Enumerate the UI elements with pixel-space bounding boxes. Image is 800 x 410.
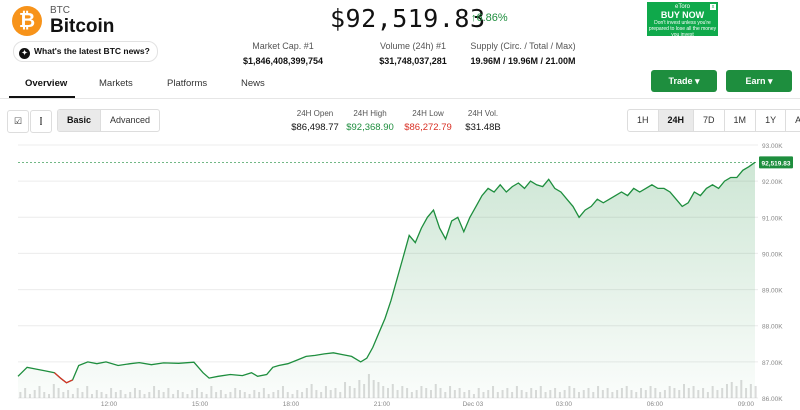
y-tick-label: 87.00K [762,360,783,367]
volume-24h-value: $31.48B [465,122,501,133]
chart-type-line-button[interactable]: ☑ [7,110,29,133]
candlestick-icon: ⫿ [39,116,43,126]
volume-stat: Volume (24h) #1 $31,748,037,281 [358,41,468,66]
market-cap-value: $1,846,408,399,754 [242,56,324,66]
supply-stat: Supply (Circ. / Total / Max) 19.96M / 19… [458,41,588,66]
price-line [17,161,756,384]
price-change-percent: ↑6.86% [471,12,508,24]
volume-24h: 24H Vol. $31.48B [458,109,508,133]
price-chart[interactable]: 93.00K 92.00K 91.00K 90.00K 89.00K 88.00K 87.0… [0,140,800,410]
low-24h-value: $86,272.79 [404,122,452,133]
latest-news-label: What's the latest BTC news? [34,46,150,56]
last-price-label: 92,519.83 [762,160,791,167]
high-24h: 24H High $92,368.90 [343,109,397,133]
y-tick-label: 86.00K [762,396,783,403]
tab-news[interactable]: News [241,78,265,89]
low-24h-label: 24H Low [412,109,444,118]
volume-24h-label: 24H Vol. [467,109,499,118]
x-tick-label: 12:00 [101,401,118,408]
high-24h-label: 24H High [353,109,387,118]
x-tick-label: 21:00 [374,401,391,408]
ad-brand: eToro [674,4,690,10]
coin-name: Bitcoin [50,16,115,37]
ad-close-icon[interactable]: x [710,4,716,10]
open-24h-label: 24H Open [296,109,334,118]
y-tick-label: 89.00K [762,288,783,295]
range-1h[interactable]: 1H [628,110,659,131]
volume-bar [754,386,757,398]
tabs-divider [0,98,800,99]
x-tick-label: Dec 03 [463,401,484,408]
range-all[interactable]: All [786,110,800,131]
y-tick-label: 90.00K [762,251,783,258]
x-tick-label: 09:00 [738,401,755,408]
sparkle-icon: ✦ [19,48,30,59]
price-area-fill [18,162,755,398]
etoro-ad-banner[interactable]: eToro BUY NOW Don't invest unless you're… [647,2,718,38]
open-24h-value: $86,498.77 [291,122,339,133]
tab-overview[interactable]: Overview [25,78,68,89]
high-24h-value: $92,368.90 [346,122,394,133]
y-tick-label: 88.00K [762,324,783,331]
chart-type-candle-button[interactable]: ⫿ [30,110,52,133]
x-tick-label: 03:00 [556,401,573,408]
y-tick-label: 91.00K [762,215,783,222]
coin-ticker: BTC [50,5,70,16]
trade-label: Trade [668,76,693,86]
latest-news-button[interactable]: ✦ What's the latest BTC news? [13,41,158,62]
active-tab-indicator [9,96,75,98]
y-tick-label: 92.00K [762,179,783,186]
earn-label: Earn [745,76,766,86]
chart-mode-advanced[interactable]: Advanced [110,115,151,125]
range-24h[interactable]: 24H [658,110,695,131]
chevron-down-icon: ▾ [768,76,773,86]
ad-buy-now: BUY NOW [660,10,705,20]
y-tick-label: 93.00K [762,143,783,150]
tab-markets[interactable]: Markets [99,78,133,89]
volume-label: Volume (24h) #1 [379,41,447,51]
range-1m[interactable]: 1M [725,110,757,131]
chart-mode-toggle: Basic Advanced [57,109,161,132]
trade-button[interactable]: Trade ▾ [651,70,717,92]
supply-value: 19.96M / 19.96M / 21.00M [470,56,576,66]
range-1y[interactable]: 1Y [756,110,787,131]
volume-value: $31,748,037,281 [379,56,447,66]
main-tabs: Overview Markets Platforms News [0,66,800,98]
supply-label: Supply (Circ. / Total / Max) [470,41,576,51]
range-7d[interactable]: 7D [694,110,725,131]
chevron-down-icon: ▾ [695,76,700,86]
tab-platforms[interactable]: Platforms [167,78,208,89]
earn-button[interactable]: Earn ▾ [726,70,792,92]
bitcoin-logo-icon: ₿ [12,6,42,36]
open-24h: 24H Open $86,498.77 [288,109,342,133]
market-cap-label: Market Cap. #1 [252,41,314,51]
time-range-selector: 1H 24H 7D 1M 1Y All [627,109,800,132]
ad-disclaimer: Don't invest unless you're prepared to l… [648,20,717,38]
low-24h: 24H Low $86,272.79 [398,109,458,133]
chart-mode-basic[interactable]: Basic [58,110,102,131]
current-price: $92,519.83 [330,4,486,33]
last-price-tag [759,156,793,169]
x-tick-label: 18:00 [283,401,300,408]
x-tick-label: 15:00 [192,401,209,408]
market-cap-stat: Market Cap. #1 $1,846,408,399,754 [228,41,338,66]
x-tick-label: 06:00 [647,401,664,408]
line-chart-icon: ☑ [13,116,23,126]
low-price-segment [53,372,73,384]
